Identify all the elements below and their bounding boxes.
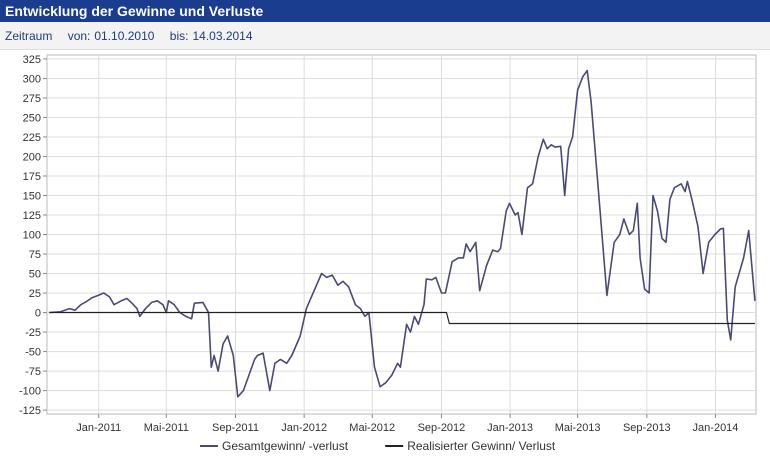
y-tick-label: 250: [23, 112, 41, 124]
period-to-value: 14.03.2014: [192, 29, 253, 43]
profit-loss-chart: -125 -100 -75 -50 -25 0 25 50 75 100 125 150 175 200 2…: [19, 54, 757, 453]
y-tick-label: -25: [25, 327, 41, 339]
y-tick-label: 175: [23, 171, 41, 183]
x-tick-label: Sep-2012: [418, 422, 466, 434]
y-tick-label: 100: [23, 230, 41, 242]
y-tick-label: 275: [23, 93, 41, 105]
period-bar: Zeitraum von: 01.10.2010 bis: 14.03.2014: [0, 22, 770, 50]
y-tick-label: 200: [23, 151, 41, 163]
y-tick-label: -100: [19, 386, 41, 398]
y-tick-label: -50: [25, 347, 41, 359]
y-tick-label: -125: [19, 405, 41, 417]
chart-panel: -125 -100 -75 -50 -25 0 25 50 75 100 125 150 175 200 2…: [0, 51, 770, 464]
x-tick-label: Jan-2013: [487, 422, 533, 434]
x-tick-label: Sep-2011: [212, 422, 259, 434]
page-title: Entwicklung der Gewinne und Verluste: [0, 0, 770, 22]
x-tick-label: Mai-2012: [349, 422, 395, 434]
x-tick-label: Jan-2012: [281, 422, 327, 434]
x-tick-label: Jan-2014: [693, 422, 739, 434]
y-tick-label: 325: [23, 54, 41, 66]
series-line-realized: [49, 311, 755, 325]
y-tick-label: -75: [25, 366, 41, 378]
period-to-label: bis:: [169, 29, 189, 43]
y-tick-label: 25: [29, 288, 41, 300]
x-tick-label: Mai-2011: [144, 422, 189, 434]
y-tick-label: 150: [23, 190, 41, 202]
x-tick-label: Mai-2013: [555, 422, 601, 434]
period-label: Zeitraum: [5, 29, 53, 43]
period-from-value: 01.10.2010: [94, 29, 155, 43]
y-tick-label: 300: [23, 73, 41, 85]
x-tick-label: Sep-2013: [623, 422, 671, 434]
y-tick-label: 75: [29, 249, 41, 261]
y-tick-label: 0: [35, 308, 41, 320]
x-tick-label: Jan-2011: [76, 422, 121, 434]
y-tick-label: 225: [23, 132, 41, 144]
period-from-label: von:: [67, 29, 91, 43]
legend-label: Gesamtgewinn/ -verlust: [222, 439, 349, 453]
y-tick-label: 125: [23, 210, 41, 222]
y-tick-label: 50: [29, 269, 41, 281]
legend-label: Realisierter Gewinn/ Verlust: [407, 439, 556, 453]
